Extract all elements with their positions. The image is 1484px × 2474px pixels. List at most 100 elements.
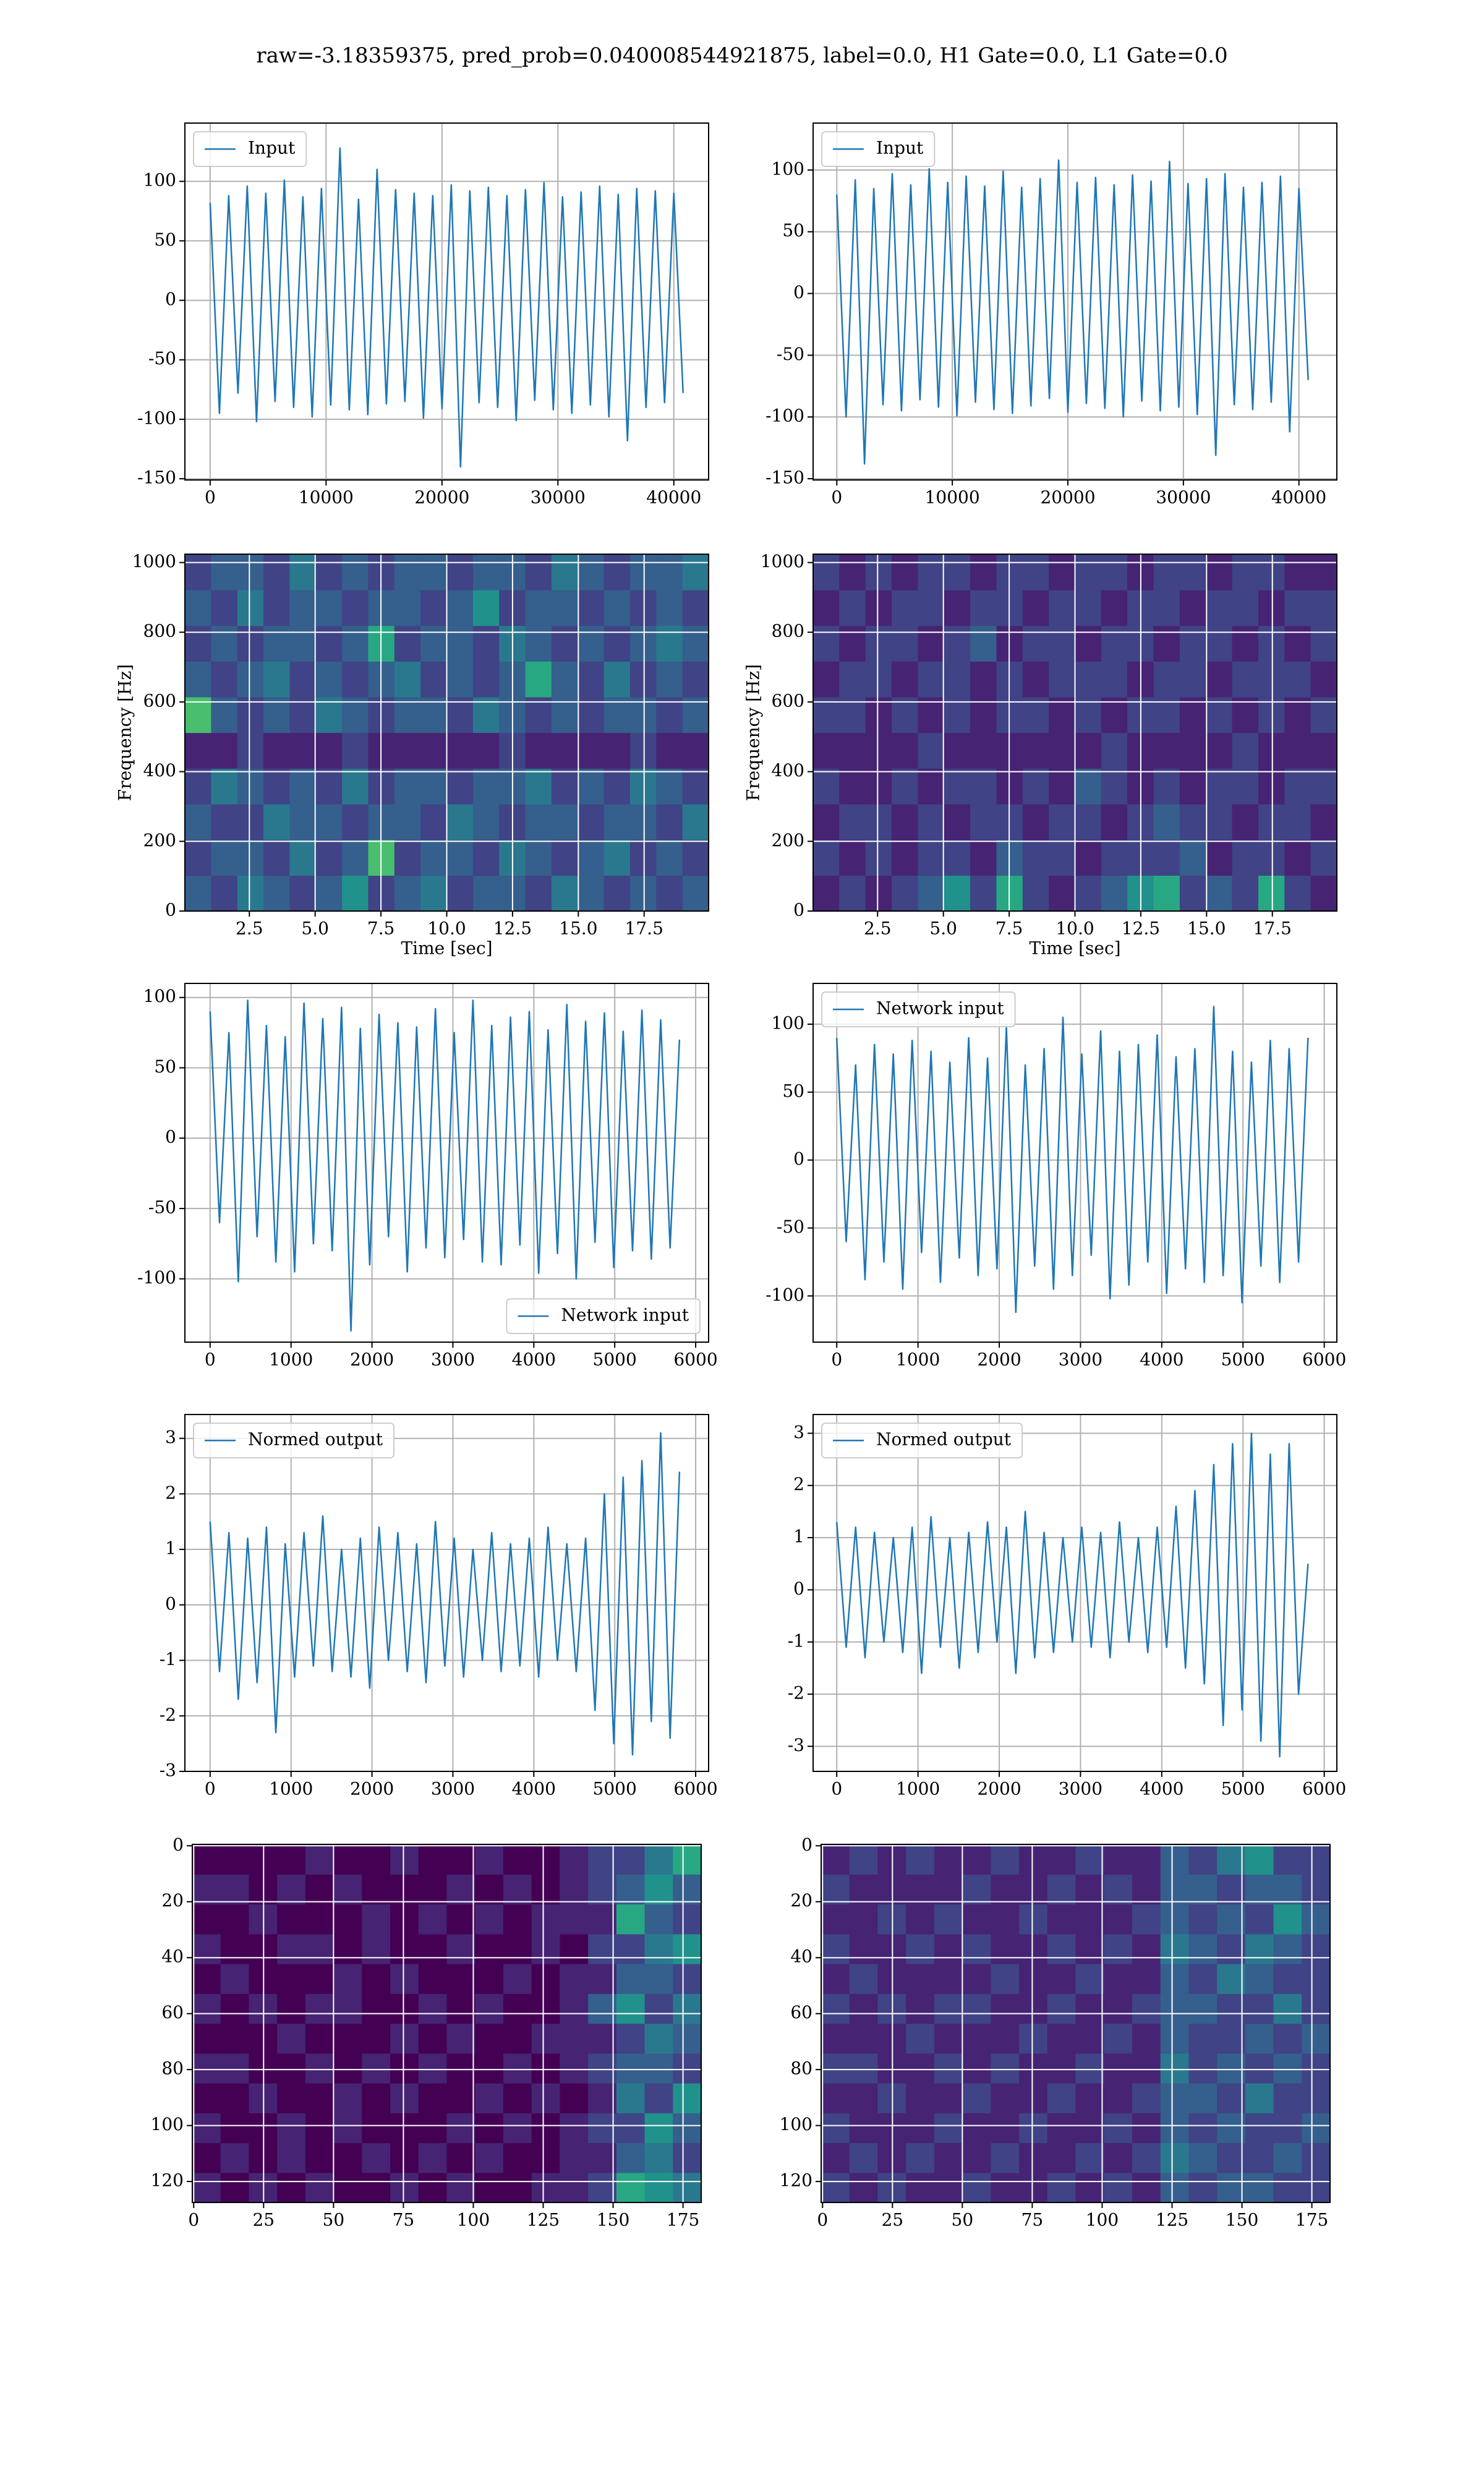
heatmap-cell bbox=[531, 2113, 560, 2144]
heatmap-cell bbox=[475, 2083, 504, 2113]
heatmap-cell bbox=[682, 768, 709, 805]
heatmap-cell bbox=[446, 554, 474, 591]
y-tick-label: 400 bbox=[772, 760, 804, 781]
heatmap-cell bbox=[892, 661, 918, 698]
heatmap-cell bbox=[1179, 803, 1206, 841]
heatmap-cell bbox=[220, 2172, 250, 2203]
heatmap-cell bbox=[1160, 1933, 1189, 1964]
heatmap-cell bbox=[970, 589, 997, 626]
heatmap-cell bbox=[1047, 2023, 1077, 2054]
heatmap-cell bbox=[1047, 2172, 1077, 2203]
heatmap-cell bbox=[390, 1993, 419, 2024]
heatmap-cell bbox=[1302, 2142, 1331, 2173]
heatmap-cell bbox=[475, 1874, 504, 1905]
x-tick-label: 3000 bbox=[431, 1779, 475, 1799]
heatmap-cell bbox=[1047, 2113, 1077, 2144]
heatmap-cell bbox=[991, 1933, 1020, 1964]
heatmap-cell bbox=[420, 875, 448, 912]
heatmap-cell bbox=[970, 661, 997, 698]
heatmap-cell bbox=[1075, 2113, 1104, 2144]
heatmap-cell bbox=[472, 875, 500, 912]
heatmap-cell bbox=[263, 625, 290, 662]
heatmap-cell bbox=[906, 2053, 935, 2084]
heatmap-cell bbox=[418, 1933, 448, 1964]
heatmap-cell bbox=[906, 1904, 935, 1935]
heatmap-cell bbox=[673, 2083, 702, 2113]
heatmap-cell bbox=[289, 839, 317, 876]
heatmap-cell bbox=[1302, 1844, 1331, 1875]
y-tick-label: 80 bbox=[161, 2058, 184, 2079]
heatmap-cell bbox=[656, 696, 683, 734]
heatmap-cell bbox=[1302, 2023, 1331, 2054]
y-tick-label: 100 bbox=[772, 1012, 804, 1033]
heatmap-cell bbox=[849, 1874, 879, 1905]
heatmap-cell bbox=[289, 768, 317, 805]
heatmap-cell bbox=[1217, 1964, 1246, 1994]
heatmap-cell bbox=[813, 875, 840, 912]
heatmap-cell bbox=[839, 696, 866, 734]
heatmap-cell bbox=[1049, 589, 1076, 626]
heatmap-cell bbox=[446, 803, 474, 841]
heatmap-cell bbox=[656, 875, 683, 912]
heatmap-cell bbox=[588, 2083, 617, 2113]
heatmap-cell bbox=[305, 1993, 335, 2024]
heatmap-cell bbox=[418, 2113, 448, 2144]
heatmap-cell bbox=[821, 2113, 850, 2144]
heatmap-cell bbox=[588, 1993, 617, 2024]
heatmap-cell bbox=[629, 875, 657, 912]
x-axis-label: Time [sec] bbox=[1029, 938, 1120, 959]
heatmap-cell bbox=[849, 1904, 879, 1935]
y-tick-label: 800 bbox=[143, 621, 176, 641]
legend-label: Input bbox=[248, 138, 296, 158]
heatmap-cell bbox=[446, 768, 474, 805]
heatmap-cell bbox=[277, 2172, 306, 2203]
heatmap-cell bbox=[1047, 1844, 1077, 1875]
heatmap-cell bbox=[906, 2023, 935, 2054]
heatmap-cell bbox=[991, 2172, 1020, 2203]
x-tick-label: 10.0 bbox=[427, 918, 466, 939]
heatmap-cell bbox=[813, 839, 840, 876]
heatmap-cell bbox=[503, 1933, 532, 1964]
heatmap-cell bbox=[220, 1844, 250, 1875]
heatmap-cell bbox=[525, 661, 552, 698]
heatmap-cell bbox=[1160, 1904, 1189, 1935]
heatmap-cell bbox=[1206, 839, 1233, 876]
plot-area bbox=[813, 1415, 1337, 1771]
heatmap-cell bbox=[1104, 1874, 1133, 1905]
heatmap-cell bbox=[1232, 803, 1259, 841]
heatmap-cell bbox=[629, 803, 657, 841]
heatmap-cell bbox=[315, 768, 343, 805]
heatmap-cell bbox=[944, 661, 971, 698]
heatmap-cell bbox=[1273, 1874, 1302, 1905]
legend: Input bbox=[821, 131, 936, 167]
heatmap-cell bbox=[1019, 2113, 1048, 2144]
heatmap-cell bbox=[1206, 661, 1233, 698]
heatmap-cell bbox=[588, 1904, 617, 1935]
heatmap-cell bbox=[185, 589, 211, 626]
x-tick-label: 5000 bbox=[593, 1779, 637, 1799]
heatmap-cell bbox=[362, 2023, 391, 2054]
heatmap-cell bbox=[813, 625, 840, 662]
heatmap-cell bbox=[192, 2083, 221, 2113]
heatmap-cell bbox=[277, 2113, 306, 2144]
heatmap-cell bbox=[918, 839, 945, 876]
heatmap-cell bbox=[1153, 839, 1180, 876]
heatmap-cell bbox=[849, 2113, 879, 2144]
heatmap-cell bbox=[472, 554, 500, 591]
heatmap-cell bbox=[656, 661, 683, 698]
heatmap-cell bbox=[865, 661, 892, 698]
x-tick-label: 175 bbox=[667, 2210, 699, 2230]
axes-frame bbox=[184, 983, 709, 1343]
heatmap-cell bbox=[263, 839, 290, 876]
heatmap-cell bbox=[934, 2053, 963, 2084]
heatmap-cell bbox=[1217, 2142, 1246, 2173]
heatmap-cell bbox=[1153, 732, 1180, 769]
heatmap-cell bbox=[289, 875, 317, 912]
heatmap-cell bbox=[305, 2053, 335, 2084]
legend-box bbox=[506, 1298, 701, 1334]
x-tick-label: 7.5 bbox=[996, 918, 1023, 939]
x-tick-label: 0 bbox=[205, 487, 216, 508]
legend-label: Input bbox=[876, 138, 924, 158]
heatmap-cell bbox=[991, 2113, 1020, 2144]
heatmap-cell bbox=[277, 1964, 306, 1994]
